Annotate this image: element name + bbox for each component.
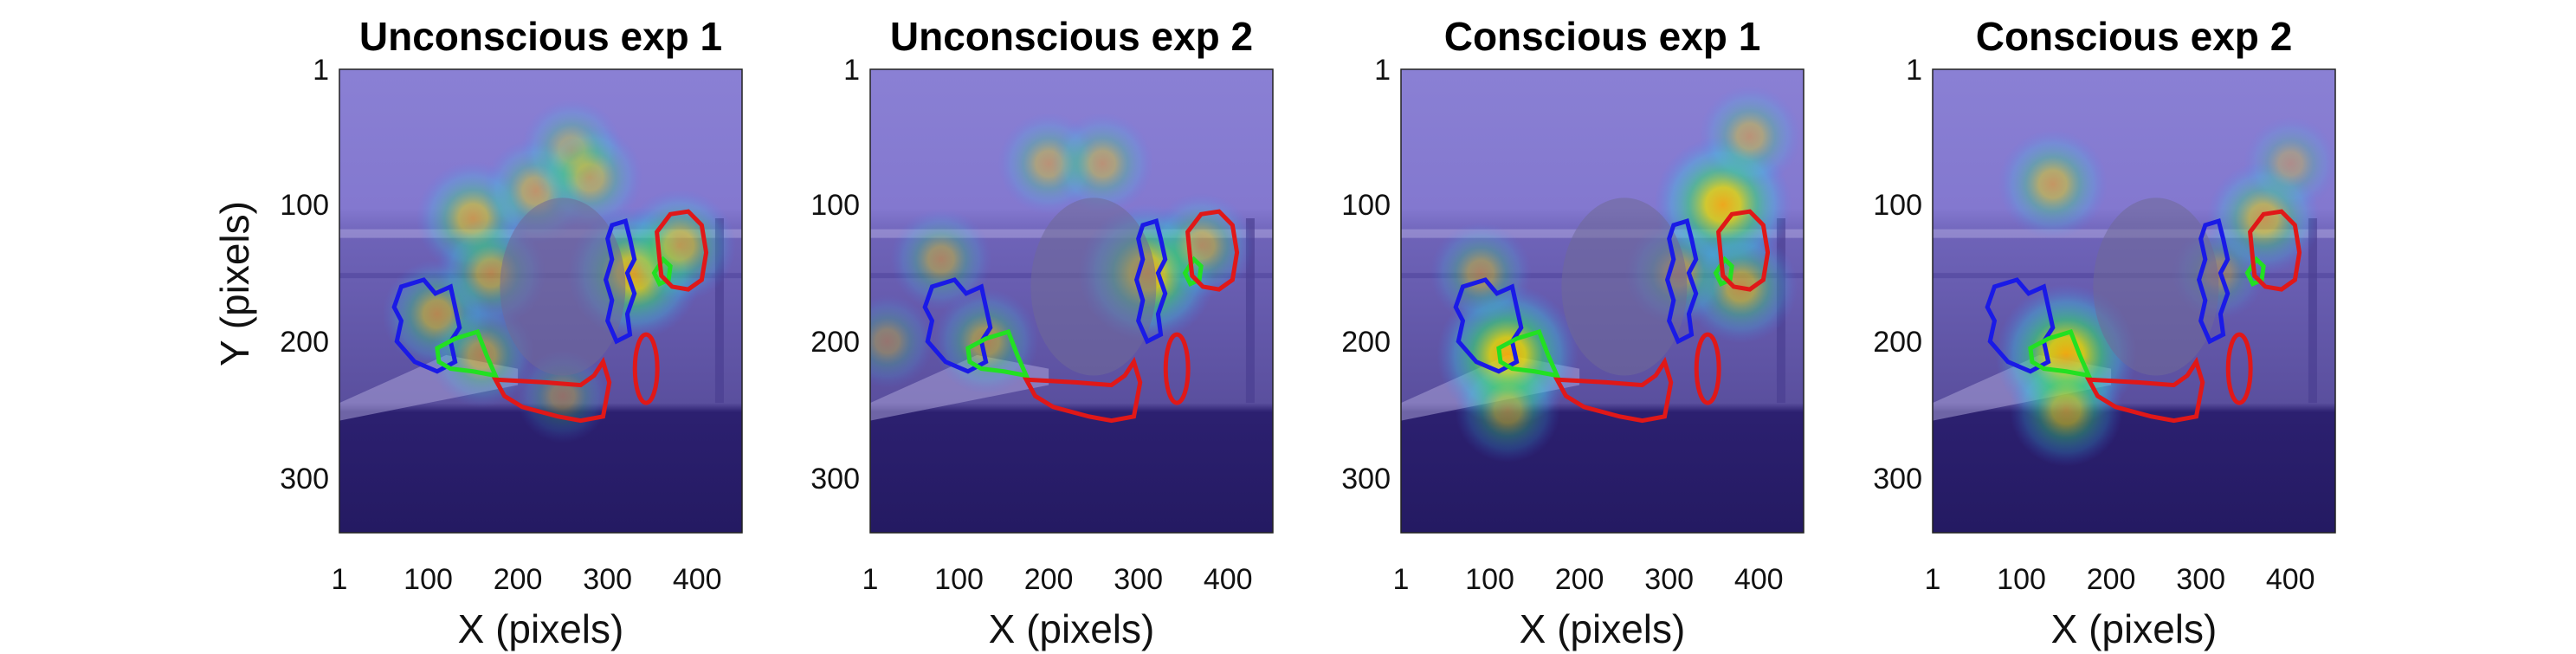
x-axis-label: X (pixels) (458, 606, 624, 651)
plot-area (1401, 69, 1804, 533)
y-tick-label: 300 (1341, 463, 1391, 495)
x-tick-label: 1 (332, 563, 348, 596)
x-tick-label: 400 (1204, 563, 1253, 596)
y-tick-label: 100 (810, 189, 860, 222)
roi-red-topright (2248, 209, 2302, 292)
x-tick-label: 300 (2176, 563, 2225, 596)
roi-blue-right (2196, 218, 2231, 345)
x-axis-label: X (pixels) (1520, 606, 1686, 651)
x-tick-label: 100 (404, 563, 453, 596)
x-tick-label: 300 (1114, 563, 1163, 596)
heat-spot (622, 188, 737, 303)
roi-red-topright (655, 209, 709, 292)
axes-frame (869, 68, 1274, 534)
roi-green-left (435, 328, 500, 379)
heat-spot (2244, 116, 2335, 210)
roi-blue-left (922, 277, 993, 374)
y-tick-label: 100 (1341, 189, 1391, 222)
x-tick-label: 1 (1393, 563, 1410, 596)
y-tick-label: 300 (1873, 463, 1922, 495)
roi-red-oval (1694, 332, 1721, 405)
heat-spot (1430, 222, 1532, 324)
heatmap-panel-4: Conscious exp 2 1 100 200 300 400 1 100 200 300 X … (1873, 14, 2336, 651)
panel-title: Conscious exp 2 (1976, 14, 2293, 59)
x-tick-label: 400 (673, 563, 722, 596)
y-tick-label: 200 (1341, 326, 1391, 359)
y-tick-label: 200 (1873, 326, 1922, 359)
x-tick-label: 400 (1734, 563, 1784, 596)
roi-green-left (1496, 328, 1561, 379)
x-tick-label: 200 (1024, 563, 1074, 596)
panel-title: Unconscious exp 1 (359, 14, 722, 59)
y-tick-label: 1 (1374, 54, 1391, 87)
panel-title: Conscious exp 1 (1444, 14, 1761, 59)
heat-spot (1998, 129, 2108, 239)
roi-red-bottom (1022, 356, 1143, 424)
face-mask-oval (500, 197, 626, 376)
heat-spot (870, 294, 934, 389)
y-tick-label: 100 (280, 189, 329, 222)
roi-red-bottom (1553, 356, 1674, 424)
x-tick-label: 400 (2266, 563, 2315, 596)
roi-green-left (965, 328, 1030, 379)
y-tick-label: 1 (1906, 54, 1922, 87)
heatmap-panel-1: Unconscious exp 1 1 100 200 300 400 1 100 200 300… (212, 14, 743, 651)
x-tick-label: 1 (862, 563, 879, 596)
heat-spot (1455, 356, 1561, 463)
x-tick-label: 300 (583, 563, 632, 596)
roi-red-oval (2225, 332, 2253, 405)
face-mask-oval (1030, 197, 1157, 376)
x-tick-label: 100 (934, 563, 984, 596)
roi-red-topright (1716, 209, 1771, 292)
axes-frame (339, 68, 743, 534)
roi-blue-right (1664, 218, 1699, 345)
roi-blue-left (1453, 277, 1524, 374)
roi-blue-left (391, 277, 462, 374)
y-tick-label: 100 (1873, 189, 1922, 222)
x-tick-label: 100 (1997, 563, 2046, 596)
roi-red-topright (1185, 209, 1240, 292)
heat-spot (1699, 85, 1801, 188)
y-axis-label: Y (pixels) (212, 201, 257, 366)
heatmap-panel-3: Conscious exp 1 1 100 200 300 400 1 100 200 300 X … (1341, 14, 1804, 651)
y-tick-label: 1 (843, 54, 860, 87)
x-tick-label: 200 (1555, 563, 1604, 596)
x-tick-label: 1 (1925, 563, 1941, 596)
x-axis-label: X (pixels) (989, 606, 1155, 651)
x-tick-label: 100 (1465, 563, 1514, 596)
x-axis-label: X (pixels) (2051, 606, 2218, 651)
x-tick-label: 200 (494, 563, 543, 596)
scene-post (714, 218, 724, 404)
panel-title: Unconscious exp 2 (890, 14, 1253, 59)
roi-blue-right (603, 218, 637, 345)
roi-blue-right (1133, 218, 1168, 345)
face-mask-oval (2093, 197, 2219, 376)
plot-area (1933, 69, 2335, 533)
axes-frame (1400, 68, 1804, 534)
y-tick-label: 300 (280, 463, 329, 495)
roi-green-left (2028, 328, 2093, 379)
y-tick-label: 200 (810, 326, 860, 359)
y-tick-label: 1 (313, 54, 329, 87)
roi-blue-left (1985, 277, 2056, 374)
roi-red-oval (1163, 332, 1191, 405)
heatmap-panel-2: Unconscious exp 2 1 100 200 300 400 1 100 200 300… (810, 14, 1274, 651)
scene-post (2308, 218, 2317, 404)
x-tick-label: 300 (1644, 563, 1694, 596)
x-tick-label: 200 (2087, 563, 2136, 596)
y-tick-label: 200 (280, 326, 329, 359)
plot-area (339, 69, 742, 533)
axes-frame (1932, 68, 2336, 534)
y-tick-label: 300 (810, 463, 860, 495)
face-mask-oval (1561, 197, 1688, 376)
heat-spot (1051, 113, 1153, 215)
roi-red-oval (632, 332, 660, 405)
roi-red-bottom (491, 356, 612, 424)
heat-spot (890, 208, 992, 311)
plot-area (870, 69, 1273, 533)
scene-post (1245, 218, 1255, 404)
roi-red-bottom (2084, 356, 2205, 424)
